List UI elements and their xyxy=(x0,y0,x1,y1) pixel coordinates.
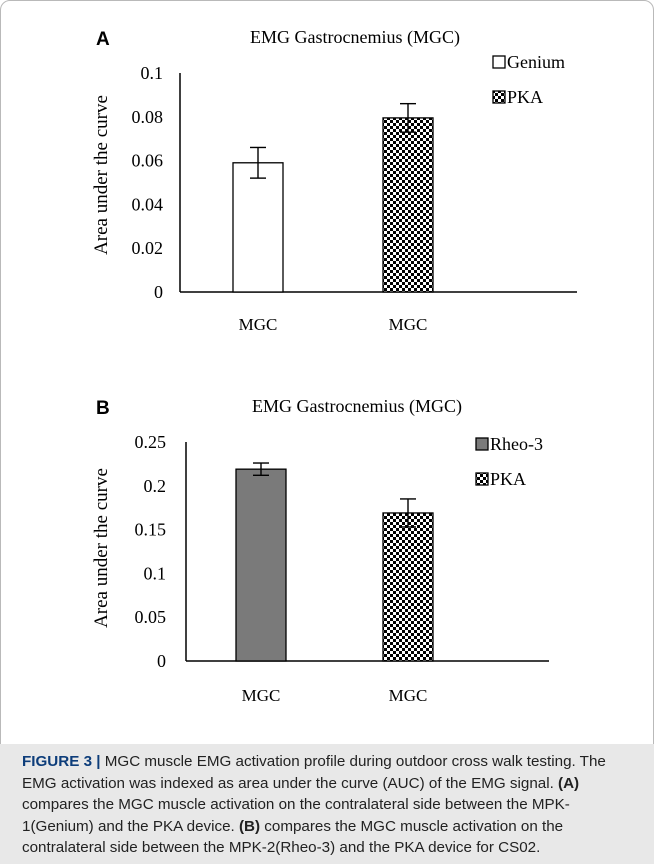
caption-panel-label: (A) xyxy=(558,774,580,792)
chart-title: EMG Gastrocnemius (MGC) xyxy=(252,396,462,417)
y-tick-label: 0.02 xyxy=(132,238,164,258)
y-tick-label: 0.05 xyxy=(135,607,167,627)
error-bar xyxy=(250,146,266,179)
legend-swatch xyxy=(492,90,506,104)
legend-label: Genium xyxy=(507,52,565,72)
bar xyxy=(382,117,434,293)
legend-swatch xyxy=(475,472,489,486)
x-tick-label: MGC xyxy=(389,315,428,334)
x-tick-label: MGC xyxy=(242,686,281,705)
bar xyxy=(232,162,284,293)
bar xyxy=(235,468,287,662)
x-tick-label: MGC xyxy=(239,315,278,334)
legend-label: PKA xyxy=(490,469,526,489)
bar xyxy=(382,512,434,662)
chart-title: EMG Gastrocnemius (MGC) xyxy=(250,27,460,48)
caption-text: compares the MGC muscle activation on th… xyxy=(22,817,564,857)
y-tick-label: 0.06 xyxy=(132,151,164,171)
y-tick-label: 0 xyxy=(157,651,166,671)
error-bar xyxy=(400,498,416,528)
y-tick-label: 0.25 xyxy=(135,432,167,452)
y-axis-label: Area under the curve xyxy=(91,95,112,255)
chart-panel-b: B EMG Gastrocnemius (MGC) Area under the… xyxy=(91,396,549,705)
x-tick-label: MGC xyxy=(389,686,428,705)
y-tick-label: 0.1 xyxy=(141,63,164,83)
caption-text: MGC muscle EMG activation profile during… xyxy=(22,753,606,792)
y-tick-label: 0 xyxy=(154,282,163,302)
legend: Genium PKA xyxy=(492,52,565,107)
y-ticks: 0 0.05 0.1 0.15 0.2 0.25 xyxy=(135,432,167,671)
legend-label: Rheo-3 xyxy=(490,434,543,454)
y-tick-label: 0.08 xyxy=(132,107,164,127)
y-tick-label: 0.2 xyxy=(144,476,167,496)
figure-caption: FIGURE 3 | MGC muscle EMG activation pro… xyxy=(0,744,654,864)
chart-panel-a: A EMG Gastrocnemius (MGC) Area under the… xyxy=(91,27,577,334)
y-tick-label: 0.1 xyxy=(144,563,167,583)
legend-label: PKA xyxy=(507,87,543,107)
y-tick-label: 0.04 xyxy=(132,194,164,214)
caption-panel-label: (B) xyxy=(238,817,261,835)
figure-label: FIGURE 3 | xyxy=(22,753,101,770)
legend-swatch xyxy=(492,55,506,69)
y-tick-label: 0.15 xyxy=(135,520,167,540)
legend-swatch xyxy=(475,437,489,451)
legend: Rheo-3 PKA xyxy=(475,434,543,489)
bars xyxy=(235,462,434,662)
y-ticks: 0 0.02 0.04 0.06 0.08 0.1 xyxy=(132,63,164,302)
panel-label: A xyxy=(96,29,110,50)
panel-label: B xyxy=(96,398,110,419)
error-bar xyxy=(400,102,416,133)
caption-text: compares the MGC muscle activation on th… xyxy=(22,796,570,835)
y-axis-label: Area under the curve xyxy=(91,468,112,628)
error-bar xyxy=(253,462,269,476)
bars xyxy=(232,102,434,293)
